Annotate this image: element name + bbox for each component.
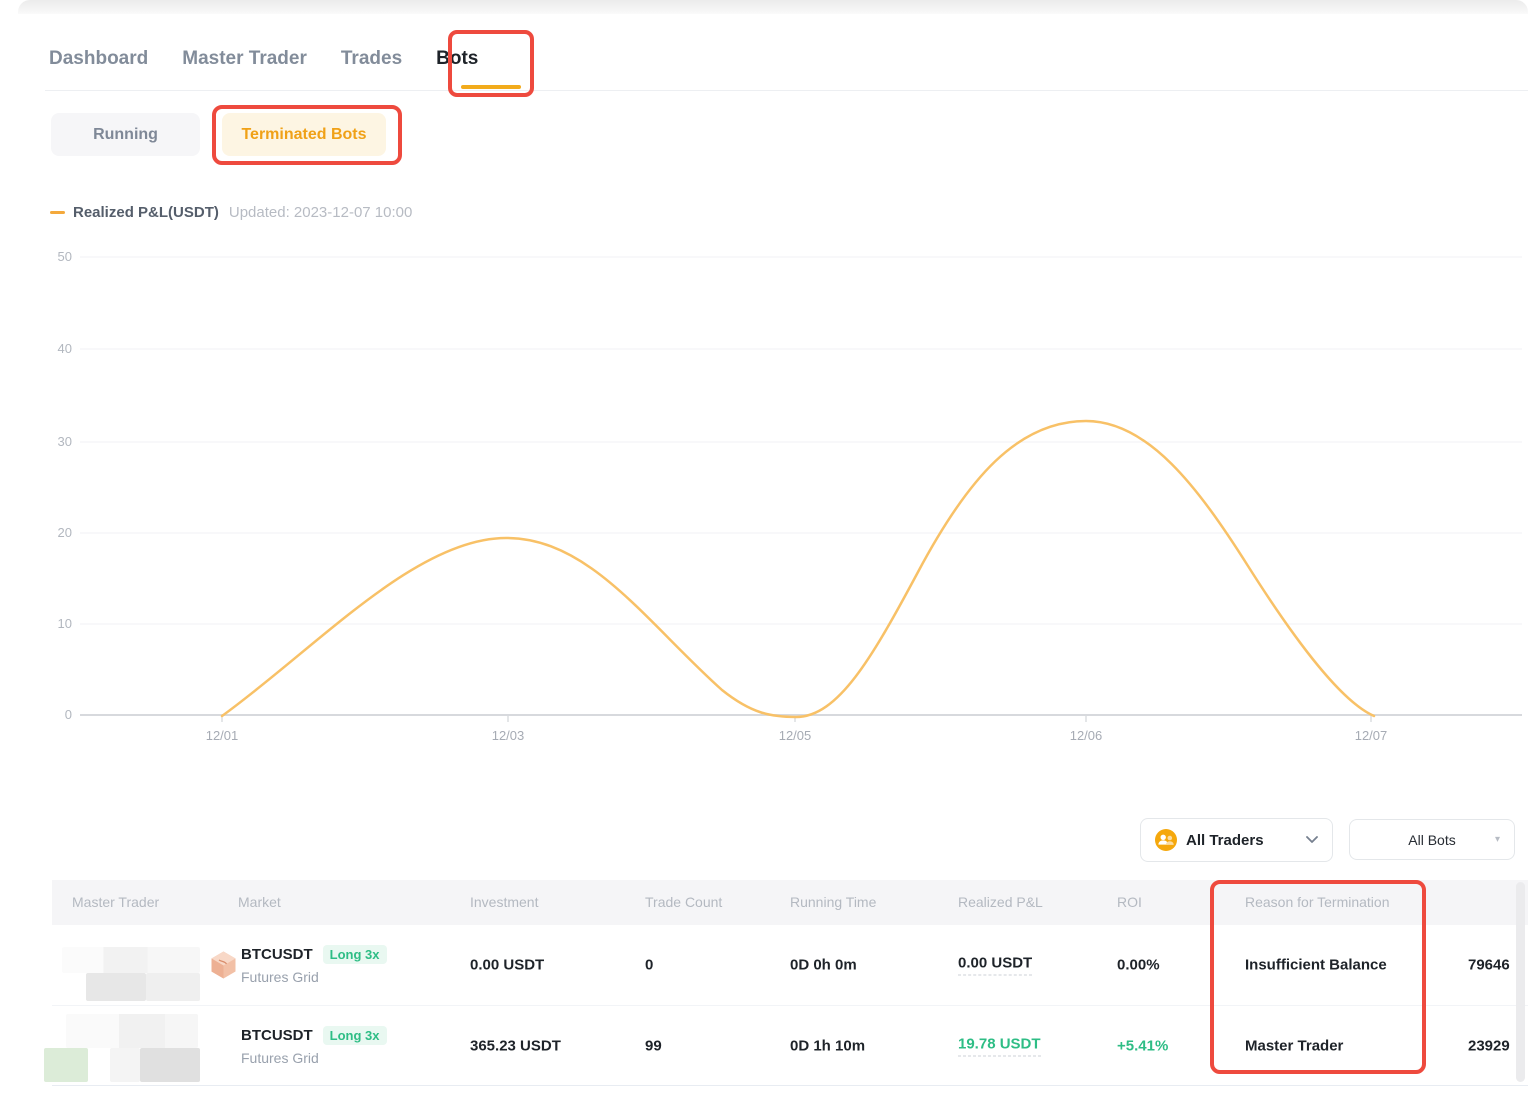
all-traders-label: All Traders <box>1186 831 1264 849</box>
y-tick-50: 50 <box>57 249 72 264</box>
y-tick-20: 20 <box>57 525 72 540</box>
legend-series-label: Realized P&L(USDT) <box>73 204 219 221</box>
legend-line-marker-icon <box>50 211 65 214</box>
th-roi: ROI <box>1117 894 1142 910</box>
all-traders-dropdown[interactable]: All Traders <box>1140 818 1333 862</box>
x-tick-1203: 12/03 <box>491 728 525 743</box>
all-bots-dropdown[interactable]: All Bots ▾ <box>1349 819 1515 860</box>
tabs-divider <box>45 90 1528 91</box>
x-tick-1207: 12/07 <box>1354 728 1388 743</box>
y-tick-30: 30 <box>57 434 72 449</box>
main-tabs: Dashboard Master Trader Trades Bots <box>49 48 478 70</box>
x-tick-1205: 12/05 <box>778 728 812 743</box>
direction-badge: Long 3x <box>322 945 387 964</box>
dropdown-arrow-icon: ▾ <box>1494 834 1500 845</box>
direction-badge: Long 3x <box>322 1026 387 1045</box>
pnl-line-chart <box>80 256 1522 722</box>
th-trade-count: Trade Count <box>645 894 723 910</box>
chart-gridlines <box>80 256 1522 625</box>
strategy-label: Futures Grid <box>241 1050 319 1066</box>
trade-count-value: 0 <box>645 956 654 974</box>
th-investment: Investment <box>470 894 539 910</box>
realized-pnl-value[interactable]: 0.00 USDT <box>958 955 1033 976</box>
bot-id: 23929 <box>1468 1037 1510 1055</box>
subtab-running[interactable]: Running <box>51 113 200 156</box>
th-realized-pnl: Realized P&L <box>958 894 1043 910</box>
th-market: Market <box>238 894 281 910</box>
x-tick-1201: 12/01 <box>205 728 239 743</box>
termination-reason: Master Trader <box>1245 1037 1344 1055</box>
subtab-terminated-bots[interactable]: Terminated Bots <box>222 113 386 156</box>
investment-value: 0.00 USDT <box>470 956 545 974</box>
investment-value: 365.23 USDT <box>470 1037 561 1055</box>
window-top-edge <box>18 0 1528 14</box>
y-tick-40: 40 <box>57 341 72 356</box>
market-pair: BTCUSDT <box>241 1027 313 1044</box>
realized-pnl-value[interactable]: 19.78 USDT <box>958 1036 1041 1057</box>
roi-value: +5.41% <box>1117 1037 1169 1055</box>
legend-updated-label: Updated: 2023-12-07 10:00 <box>228 204 413 221</box>
y-tick-0: 0 <box>64 707 72 722</box>
market-pair: BTCUSDT <box>241 946 313 963</box>
all-bots-label: All Bots <box>1408 831 1456 848</box>
chart-legend: Realized P&L(USDT) Updated: 2023-12-07 1… <box>50 204 412 221</box>
th-master-trader: Master Trader <box>72 894 160 910</box>
table-header-row: Master Trader Market Investment Trade Co… <box>52 880 1528 925</box>
traders-icon <box>1155 829 1177 851</box>
th-reason: Reason for Termination <box>1245 894 1390 910</box>
y-tick-10: 10 <box>57 616 72 631</box>
terminated-bots-table: Master Trader Market Investment Trade Co… <box>44 880 1528 1086</box>
market-cell: BTCUSDT Long 3x Futures Grid <box>241 945 387 985</box>
running-time-value: 0D 0h 0m <box>790 956 857 974</box>
market-cell: BTCUSDT Long 3x Futures Grid <box>241 1026 387 1066</box>
tab-dashboard[interactable]: Dashboard <box>49 48 149 69</box>
pnl-curve <box>220 419 1376 719</box>
table-scrollbar[interactable] <box>1516 882 1525 1082</box>
th-running-time: Running Time <box>790 894 877 910</box>
tab-trades[interactable]: Trades <box>340 48 403 69</box>
trade-count-value: 99 <box>645 1037 662 1055</box>
table-row[interactable]: BTCUSDT Long 3x Futures Grid 365.23 USDT… <box>44 1005 1528 1086</box>
x-tick-1206: 12/06 <box>1069 728 1103 743</box>
active-tab-indicator <box>461 85 521 89</box>
strategy-label: Futures Grid <box>241 969 319 985</box>
running-time-value: 0D 1h 10m <box>790 1037 866 1055</box>
bot-id: 79646 <box>1468 956 1510 974</box>
tab-master-trader[interactable]: Master Trader <box>182 48 307 69</box>
grid-bot-icon <box>211 951 236 979</box>
chevron-down-icon <box>1306 836 1318 843</box>
table-row[interactable]: BTCUSDT Long 3x Futures Grid 0.00 USDT 0… <box>52 925 1528 1005</box>
tab-bots[interactable]: Bots <box>436 48 479 69</box>
termination-reason: Insufficient Balance <box>1245 956 1387 974</box>
roi-value: 0.00% <box>1117 956 1160 974</box>
table-bottom-border <box>52 1085 1528 1086</box>
